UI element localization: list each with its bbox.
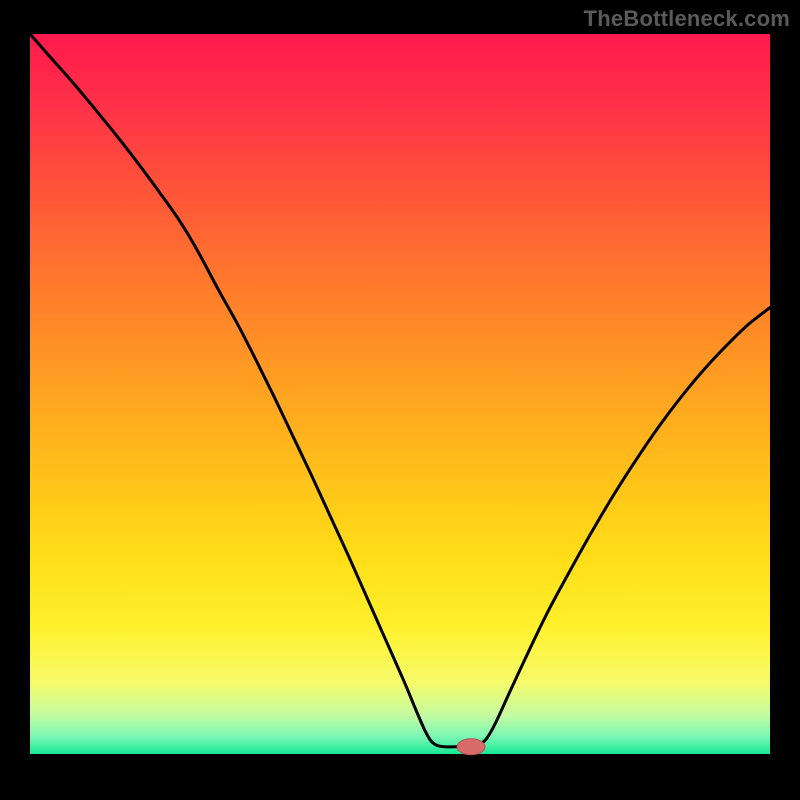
plot-background [30, 34, 770, 754]
optimal-marker [457, 739, 485, 755]
watermark-text: TheBottleneck.com [584, 6, 790, 32]
bottleneck-chart [0, 0, 800, 800]
chart-stage: TheBottleneck.com [0, 0, 800, 800]
